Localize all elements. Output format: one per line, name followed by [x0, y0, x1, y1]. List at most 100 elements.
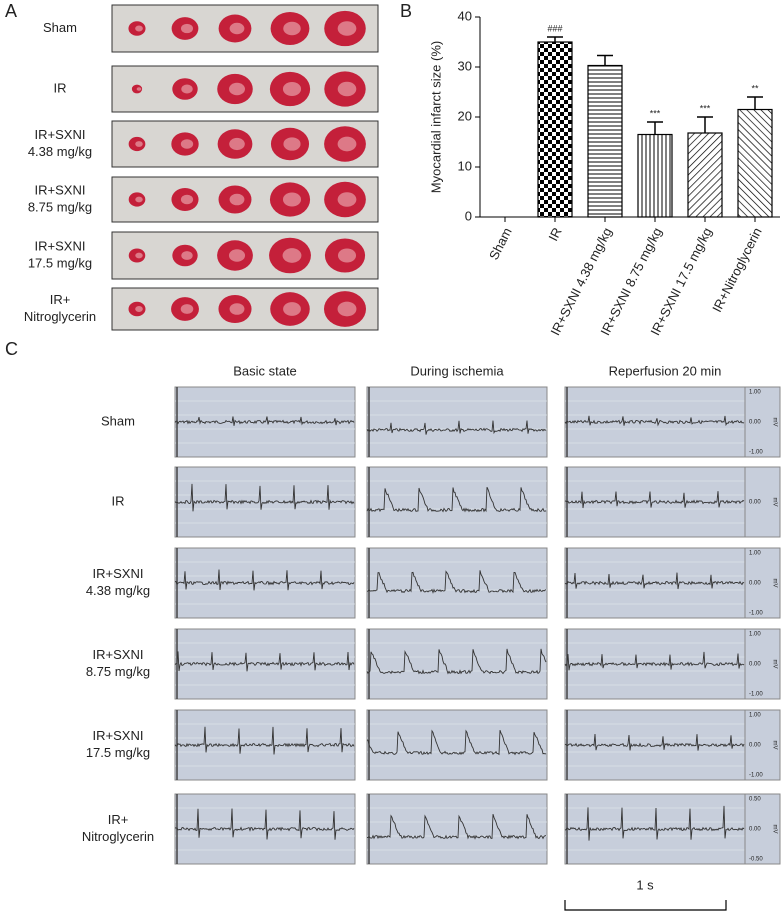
row-label: IR+ — [108, 812, 129, 827]
unit-label: mV — [771, 579, 777, 588]
scale-bar — [564, 900, 727, 911]
scale-label: 0.00 — [749, 420, 761, 426]
ecg-panel — [366, 386, 548, 458]
ecg-trace — [174, 726, 355, 755]
row-label: IR — [54, 80, 67, 95]
heart-slice-core — [135, 196, 143, 203]
heart-slice-core — [229, 303, 245, 315]
scale-label: 0.00 — [749, 662, 761, 668]
scale-bar-label: 1 s — [636, 877, 654, 892]
scale-panel — [744, 709, 781, 781]
heart-slice-core — [180, 139, 194, 149]
row-label: IR — [112, 493, 125, 508]
unit-label: mV — [771, 498, 777, 507]
column-header: Basic state — [233, 363, 297, 378]
ecg-trace — [564, 491, 745, 509]
ecg-trace — [366, 570, 547, 594]
ecg-trace — [564, 415, 745, 427]
row-label: 4.38 mg/kg — [28, 144, 92, 159]
heart-slice-core — [337, 248, 357, 263]
heart-slice-core — [283, 21, 301, 36]
scale-label: -1.00 — [749, 692, 763, 698]
ecg-panel — [174, 547, 356, 619]
scale-label: -0.50 — [749, 857, 763, 863]
scale-label: -1.00 — [749, 773, 763, 779]
ecg-trace — [174, 808, 355, 840]
heart-slice-core — [337, 81, 357, 97]
panel-letter: B — [400, 1, 412, 21]
heart-slice-core — [283, 137, 301, 151]
significance-label: ** — [751, 83, 759, 93]
heart-slice-core — [283, 302, 301, 316]
bar — [737, 108, 773, 218]
y-axis-label: Myocardial infarct size (%) — [428, 41, 443, 193]
heart-slice-core — [181, 251, 193, 260]
scale-label: -1.00 — [749, 450, 763, 456]
heart-slice-core — [228, 82, 246, 96]
bar — [537, 41, 573, 218]
heart-slice-core — [229, 137, 245, 151]
ecg-panel — [366, 547, 548, 619]
heart-slice-core — [180, 194, 194, 205]
scale-panel — [744, 628, 781, 700]
heart-slice-core — [337, 21, 357, 36]
heart-slice-core — [282, 81, 302, 97]
column-header: During ischemia — [410, 363, 504, 378]
row-label: IR+SXNI — [35, 238, 86, 253]
y-tick-label: 40 — [458, 8, 472, 23]
row-label: IR+ — [50, 292, 71, 307]
y-tick-label: 0 — [465, 208, 472, 223]
x-tick-label: IR — [545, 225, 564, 243]
unit-label: mV — [771, 660, 777, 669]
heart-slice-core — [229, 193, 245, 206]
unit-label: mV — [771, 825, 777, 834]
heart-slice-core — [180, 304, 194, 314]
heart-slice-core — [135, 306, 143, 312]
panel-letter: C — [5, 339, 18, 359]
ecg-panel — [366, 793, 548, 865]
bar — [687, 132, 723, 218]
ecg-trace — [174, 651, 355, 672]
heart-slice-core — [229, 22, 245, 35]
heart-slice-core — [135, 25, 143, 32]
row-label: 4.38 mg/kg — [86, 583, 150, 598]
row-label: IR+SXNI — [93, 647, 144, 662]
ecg-trace — [564, 651, 745, 671]
ecg-panel — [564, 386, 746, 458]
scale-label: 1.00 — [749, 713, 761, 719]
significance-label: *** — [650, 108, 661, 118]
row-label: Sham — [43, 20, 77, 35]
ecg-panel — [366, 466, 548, 538]
scale-label: 1.00 — [749, 632, 761, 638]
heart-slice-core — [135, 252, 143, 259]
row-label: IR+SXNI — [93, 566, 144, 581]
y-tick-label: 30 — [458, 58, 472, 73]
ecg-trace — [366, 420, 547, 435]
row-label: Nitroglycerin — [24, 309, 96, 324]
scale-label: 0.50 — [749, 797, 761, 803]
bar — [637, 133, 673, 218]
ecg-panel — [174, 709, 356, 781]
unit-label: mV — [771, 741, 777, 750]
scale-label: 0.00 — [749, 743, 761, 749]
ecg-trace — [366, 648, 547, 675]
bar — [587, 64, 623, 218]
ecg-trace — [175, 569, 355, 591]
ecg-panel — [366, 709, 548, 781]
ecg-trace — [564, 733, 745, 751]
x-tick-label: IR+Nitroglycerin — [709, 225, 765, 315]
heart-slice-core — [282, 192, 302, 207]
ecg-trace — [367, 813, 547, 840]
heart-slice-core — [337, 301, 357, 317]
ecg-trace — [174, 483, 355, 512]
y-tick-label: 20 — [458, 108, 472, 123]
ecg-trace — [564, 572, 745, 590]
row-label: 17.5 mg/kg — [86, 745, 150, 760]
scale-label: 1.00 — [749, 390, 761, 396]
row-label: 8.75 mg/kg — [28, 199, 92, 214]
column-header: Reperfusion 20 min — [609, 363, 722, 378]
heart-slice-core — [181, 84, 193, 94]
ecg-trace — [366, 729, 547, 756]
significance-label: *** — [700, 103, 711, 113]
